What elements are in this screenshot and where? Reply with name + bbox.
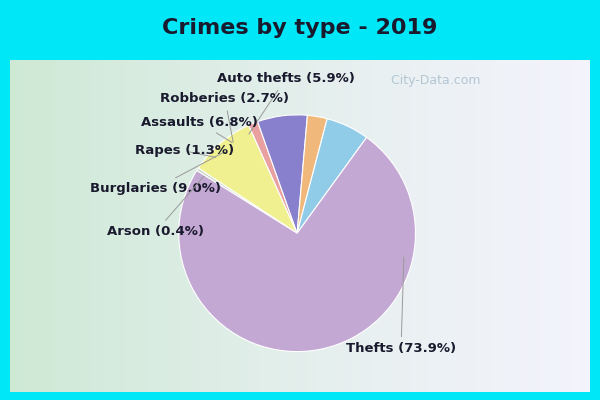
- Wedge shape: [297, 119, 367, 233]
- Text: Crimes by type - 2019: Crimes by type - 2019: [163, 18, 437, 38]
- Wedge shape: [257, 115, 307, 233]
- Wedge shape: [197, 168, 297, 233]
- Wedge shape: [248, 122, 297, 233]
- Text: Burglaries (9.0%): Burglaries (9.0%): [90, 153, 223, 195]
- Wedge shape: [179, 138, 415, 352]
- Text: Robberies (2.7%): Robberies (2.7%): [160, 92, 289, 142]
- Wedge shape: [297, 115, 327, 233]
- Text: Auto thefts (5.9%): Auto thefts (5.9%): [217, 72, 355, 134]
- Text: Rapes (1.3%): Rapes (1.3%): [135, 144, 234, 158]
- Wedge shape: [199, 125, 297, 233]
- Text: Arson (0.4%): Arson (0.4%): [107, 176, 204, 238]
- Text: City-Data.com: City-Data.com: [387, 74, 481, 88]
- Text: Assaults (6.8%): Assaults (6.8%): [140, 116, 257, 143]
- Text: Thefts (73.9%): Thefts (73.9%): [346, 257, 456, 355]
